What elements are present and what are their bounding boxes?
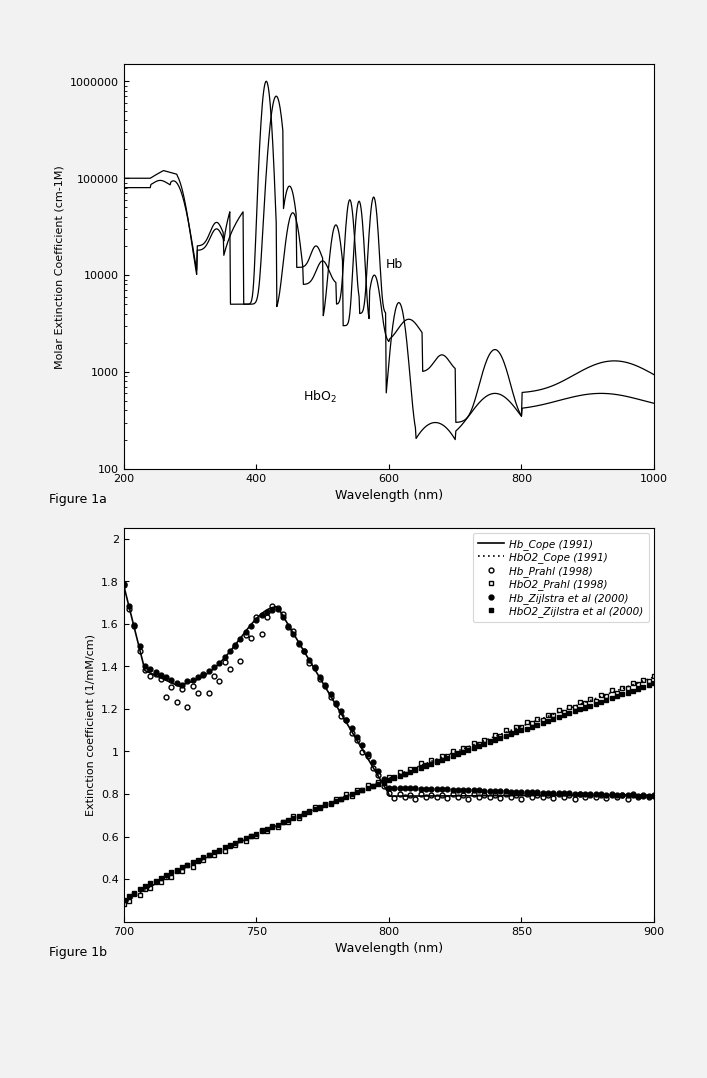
Hb_Prahl (1998) <box>252 610 261 623</box>
Legend: Hb_Cope (1991), HbO2_Cope (1991), Hb_Prahl (1998), HbO2_Prahl (1998), Hb_Zijlstr: Hb_Cope (1991), HbO2_Cope (1991), Hb_Pra… <box>473 534 649 622</box>
Hb_Prahl (1998) <box>411 792 420 805</box>
Hb_Cope (1991) <box>555 789 563 802</box>
HbO2_Prahl (1998) <box>156 875 165 888</box>
HbO2_Cope (1991) <box>435 751 443 764</box>
Hb_Prahl (1998) <box>119 578 128 591</box>
Hb_Cope (1991) <box>407 790 416 803</box>
HbO2_Prahl (1998) <box>491 729 499 742</box>
Hb_Cope (1991) <box>385 790 394 803</box>
X-axis label: Wavelength (nm): Wavelength (nm) <box>335 489 443 502</box>
HbO2_Zijlstra et al (2000) <box>518 724 526 737</box>
HbO2_Prahl (1998) <box>650 669 658 682</box>
Hb_Prahl (1998) <box>522 788 531 801</box>
Text: Figure 1b: Figure 1b <box>49 945 107 958</box>
HbO2_Cope (1991) <box>637 675 645 688</box>
HbO2_Prahl (1998) <box>518 721 526 734</box>
HbO2_Zijlstra et al (2000) <box>363 782 372 794</box>
HbO2_Cope (1991) <box>407 763 415 776</box>
Hb_Zijlstra et al (2000) <box>363 747 372 760</box>
HbO2_Cope (1991) <box>119 898 128 911</box>
Hb_Cope (1991) <box>375 771 383 784</box>
Hb_Cope (1991) <box>119 579 128 592</box>
HbO2_Cope (1991) <box>650 671 658 683</box>
HbO2_Zijlstra et al (2000) <box>650 677 658 690</box>
HbO2_Cope (1991) <box>554 706 563 719</box>
Hb_Zijlstra et al (2000) <box>252 613 261 626</box>
HbO2_Zijlstra et al (2000) <box>252 827 261 840</box>
Hb_Cope (1991) <box>371 765 380 778</box>
Line: Hb_Zijlstra et al (2000): Hb_Zijlstra et al (2000) <box>122 583 656 799</box>
Y-axis label: Extinction coefficient (1/mM/cm): Extinction coefficient (1/mM/cm) <box>86 634 95 816</box>
Hb_Cope (1991) <box>436 789 445 802</box>
HbO2_Prahl (1998) <box>363 778 372 791</box>
Hb_Prahl (1998) <box>496 791 504 804</box>
HbO2_Zijlstra et al (2000) <box>438 754 446 766</box>
Hb_Cope (1991) <box>638 789 646 802</box>
Y-axis label: Molar Extinction Coefficient (cm-1M): Molar Extinction Coefficient (cm-1M) <box>54 165 64 369</box>
Line: HbO2_Prahl (1998): HbO2_Prahl (1998) <box>122 674 656 906</box>
Hb_Zijlstra et al (2000) <box>438 783 446 796</box>
Line: Hb_Cope (1991): Hb_Cope (1991) <box>124 585 654 797</box>
HbO2_Prahl (1998) <box>252 829 261 842</box>
HbO2_Prahl (1998) <box>119 897 128 910</box>
Hb_Zijlstra et al (2000) <box>650 790 658 803</box>
HbO2_Zijlstra et al (2000) <box>119 894 128 907</box>
HbO2_Zijlstra et al (2000) <box>491 734 499 747</box>
HbO2_Cope (1991) <box>375 776 383 789</box>
Line: HbO2_Zijlstra et al (2000): HbO2_Zijlstra et al (2000) <box>122 681 656 903</box>
Hb_Zijlstra et al (2000) <box>518 786 526 799</box>
Hb_Zijlstra et al (2000) <box>156 668 165 681</box>
Text: Figure 1a: Figure 1a <box>49 493 107 506</box>
Text: Hb: Hb <box>385 258 403 271</box>
Text: HbO$_2$: HbO$_2$ <box>303 389 337 405</box>
HbO2_Prahl (1998) <box>438 749 446 762</box>
Hb_Prahl (1998) <box>650 788 658 801</box>
Hb_Prahl (1998) <box>443 791 451 804</box>
X-axis label: Wavelength (nm): Wavelength (nm) <box>335 942 443 955</box>
Hb_Zijlstra et al (2000) <box>491 785 499 798</box>
Hb_Zijlstra et al (2000) <box>119 579 128 592</box>
Hb_Cope (1991) <box>650 789 658 802</box>
Hb_Prahl (1998) <box>156 673 165 686</box>
Line: HbO2_Cope (1991): HbO2_Cope (1991) <box>124 677 654 904</box>
Hb_Prahl (1998) <box>363 750 372 763</box>
Line: Hb_Prahl (1998): Hb_Prahl (1998) <box>122 582 656 801</box>
HbO2_Cope (1991) <box>371 777 380 790</box>
HbO2_Zijlstra et al (2000) <box>156 871 165 884</box>
